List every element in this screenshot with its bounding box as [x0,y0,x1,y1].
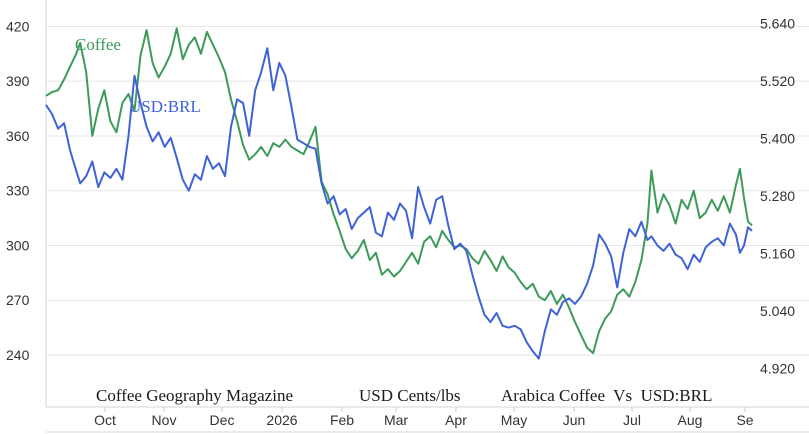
x-tick-label: Feb [330,412,354,428]
left-axis: 420 390 360 330 300 270 240 [6,18,30,363]
series-label-usd-brl: USD:BRL [129,97,201,116]
y-left-tick-label: 300 [6,237,30,253]
x-tick-label: May [501,412,527,428]
footer-publisher: Coffee Geography Magazine [96,386,293,405]
footer-unit: USD Cents/lbs [359,386,461,405]
y-left-tick-label: 420 [6,18,30,34]
y-left-tick-label: 240 [6,347,30,363]
y-right-tick-label: 5.040 [760,303,795,319]
y-right-tick-label: 4.920 [760,361,795,377]
x-tick-label: Mar [384,412,408,428]
y-right-tick-label: 5.520 [760,73,795,89]
x-tick-label: Jun [563,412,586,428]
x-tick-label: Aug [678,412,703,428]
y-right-tick-label: 5.160 [760,246,795,262]
x-tick-label: Se [736,412,753,428]
y-left-tick-label: 390 [6,73,30,89]
series-label-coffee: Coffee [75,35,121,54]
gridlines [45,0,809,433]
y-right-tick-label: 5.400 [760,131,795,147]
chart-footer: Coffee Geography Magazine USD Cents/lbs … [96,386,712,405]
series-line-coffee [45,27,753,355]
y-left-tick-label: 360 [6,128,30,144]
x-tick-label: Apr [445,412,467,428]
series-line-usd-brl [45,47,753,360]
x-axis: Oct Nov Dec 2026 Feb Mar Apr May Jun Jul Aug Se [94,407,754,428]
y-left-tick-label: 330 [6,183,30,199]
y-right-tick-label: 5.280 [760,188,795,204]
x-tick-label: Nov [152,412,177,428]
footer-title: Arabica Coffee Vs USD:BRL [501,386,712,405]
series-labels: Coffee USD:BRL [75,35,201,116]
x-tick-label: 2026 [266,412,297,428]
right-axis: 5.640 5.520 5.400 5.280 5.160 5.040 4.920 [760,15,795,376]
series-lines [45,27,753,360]
x-tick-label: Oct [94,412,116,428]
x-tick-label: Jul [623,412,641,428]
y-left-tick-label: 270 [6,292,30,308]
x-tick-label: Dec [210,412,235,428]
y-right-tick-label: 5.640 [760,15,795,31]
